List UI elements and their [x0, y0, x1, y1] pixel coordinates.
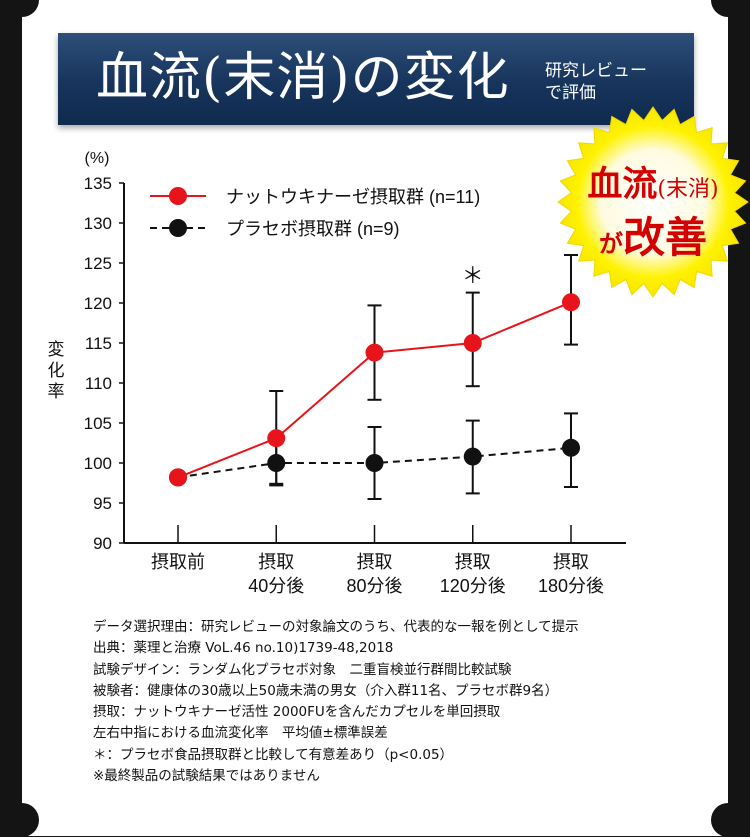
card-corner-notch — [711, 803, 745, 837]
significance-marker: ＊ — [462, 263, 484, 288]
legend-marker — [169, 187, 187, 205]
data-point — [463, 334, 482, 352]
page-title: 血流(末消)の変化 — [96, 48, 510, 108]
data-point — [562, 438, 580, 457]
badge-line2: が改善 — [567, 212, 739, 270]
note-line: 摂取：ナットウキナーゼ活性 2000FUを含んだカプセルを単回摂取 — [93, 704, 501, 721]
card-corner-notch — [5, 0, 39, 17]
y-tick-label: 135 — [84, 174, 112, 193]
card-corner-notch — [5, 803, 39, 837]
badge-line1: 血流(末消) — [567, 163, 739, 212]
banner-subtitle-line2: で評価 — [545, 83, 596, 103]
note-line: ※最終製品の試験結果ではありません — [93, 768, 320, 785]
y-tick-label: 100 — [84, 454, 112, 473]
x-tick-label: 摂取 — [455, 552, 491, 572]
note-line: 左右中指における血流変化率 平均値±標準誤差 — [93, 725, 388, 742]
note-line: ＊：プラセボ食品摂取群と比較して有意差あり（p<0.05） — [93, 746, 454, 763]
x-tick-label: 80分後 — [346, 576, 402, 596]
data-point — [169, 468, 187, 487]
data-point — [365, 454, 384, 472]
badge-paren-text: (末消) — [657, 177, 719, 202]
note-line: 試験デザイン：ランダム化プラセボ対象 二重盲検並行群間比較試験 — [93, 661, 512, 678]
title-banner — [58, 33, 694, 125]
y-tick-label: 130 — [84, 214, 112, 233]
starburst-badge — [557, 106, 749, 298]
data-point — [562, 293, 580, 312]
badge-main-text: 血流 — [587, 164, 658, 205]
data-point — [267, 429, 286, 448]
y-axis-label: 変化率 — [47, 340, 65, 402]
banner-subtitle: 研究レビュー で評価 — [545, 60, 675, 104]
y-tick-label: 105 — [84, 414, 112, 433]
note-line: データ選択理由：研究レビューの対象論文のうち、代表的な一報を例として提示 — [93, 619, 579, 635]
badge-particle-text: が — [598, 229, 623, 258]
study-notes: データ選択理由：研究レビューの対象論文のうち、代表的な一報を例として提示 出典：… — [93, 617, 713, 787]
x-tick-label: 120分後 — [440, 576, 506, 596]
y-tick-label: 110 — [85, 374, 112, 393]
y-tick-label: 90 — [93, 534, 112, 553]
card-corner-notch — [711, 0, 745, 17]
y-unit-label: (%) — [85, 150, 110, 167]
legend-label: プラセボ摂取群 (n=9) — [226, 219, 400, 239]
legend-label: ナットウキナーゼ摂取群 (n=11) — [226, 187, 480, 207]
x-tick-label: 摂取 — [258, 552, 294, 572]
banner-subtitle-line1: 研究レビュー — [545, 61, 647, 81]
y-tick-label: 120 — [84, 294, 112, 313]
x-tick-label: 摂取 — [357, 552, 393, 572]
badge-improve-text: 改善 — [622, 213, 707, 262]
data-point — [365, 343, 384, 362]
note-line: 出典：薬理と治療 VoL.46 no.10)1739-48,2018 — [93, 640, 394, 657]
note-line: 被験者：健康体の30歳以上50歳未満の男女（介入群11名、プラセボ群9名） — [93, 682, 559, 699]
x-tick-label: 摂取 — [553, 552, 589, 572]
x-tick-label: 40分後 — [248, 576, 304, 596]
y-tick-label: 125 — [84, 254, 112, 273]
data-point — [463, 447, 482, 466]
x-tick-label: 摂取前 — [151, 552, 205, 572]
y-tick-label: 95 — [93, 494, 112, 513]
x-tick-label: 180分後 — [538, 576, 604, 596]
legend-marker — [169, 219, 187, 237]
y-tick-label: 115 — [85, 334, 112, 353]
